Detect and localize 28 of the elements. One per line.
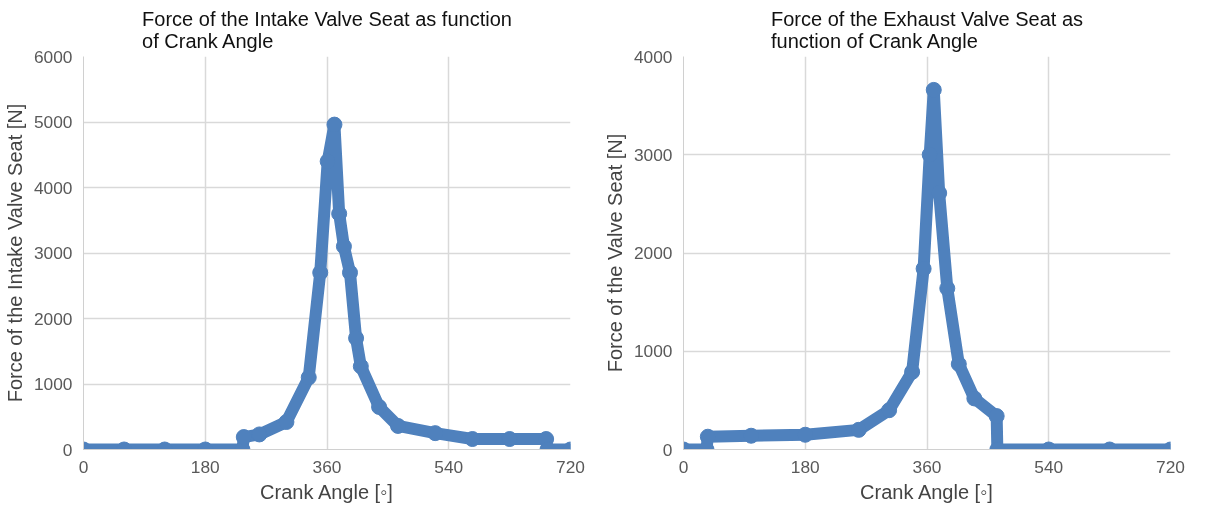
y-tick-label: 2000	[33, 308, 73, 329]
y-tick-label: 3000	[33, 243, 73, 263]
x-axis-title: Crank Angle [◦]	[260, 480, 393, 503]
y-tick-label: 1000	[633, 341, 673, 362]
y-tick-label: 1000	[33, 374, 73, 394]
x-tick-label: 180	[190, 456, 220, 477]
y-tick-label: 4000	[633, 46, 673, 67]
x-tick-label: 720	[556, 456, 585, 477]
y-tick-label: 0	[662, 439, 673, 460]
y-axis-title: Force of the Intake Valve Seat [N]	[3, 103, 26, 403]
chart-title: Force of the Intake Valve Seat as function of Crank Angle	[142, 7, 512, 52]
x-tick-label: 720	[1156, 456, 1185, 477]
x-tick-label: 360	[912, 456, 942, 477]
chart-title: Force of the Exhaust Valve Seat as function of Crank Angle	[770, 7, 1084, 52]
y-tick-label: 0	[62, 439, 73, 460]
y-tick-label: 6000	[33, 46, 73, 67]
y-tick-label: 4000	[33, 177, 73, 198]
y-axis-title: Force of the Valve Seat [N]	[603, 133, 626, 373]
x-axis-title: Crank Angle [◦]	[860, 480, 993, 503]
y-tick-label: 5000	[33, 112, 73, 132]
y-tick-label: 3000	[633, 144, 673, 165]
x-tick-label: 540	[434, 456, 464, 477]
x-tick-label: 180	[790, 456, 820, 477]
x-tick-label: 540	[1034, 456, 1064, 477]
x-tick-label: 0	[678, 456, 689, 477]
x-tick-label: 0	[78, 456, 89, 477]
x-tick-label: 360	[312, 456, 342, 477]
y-tick-label: 2000	[633, 243, 673, 263]
